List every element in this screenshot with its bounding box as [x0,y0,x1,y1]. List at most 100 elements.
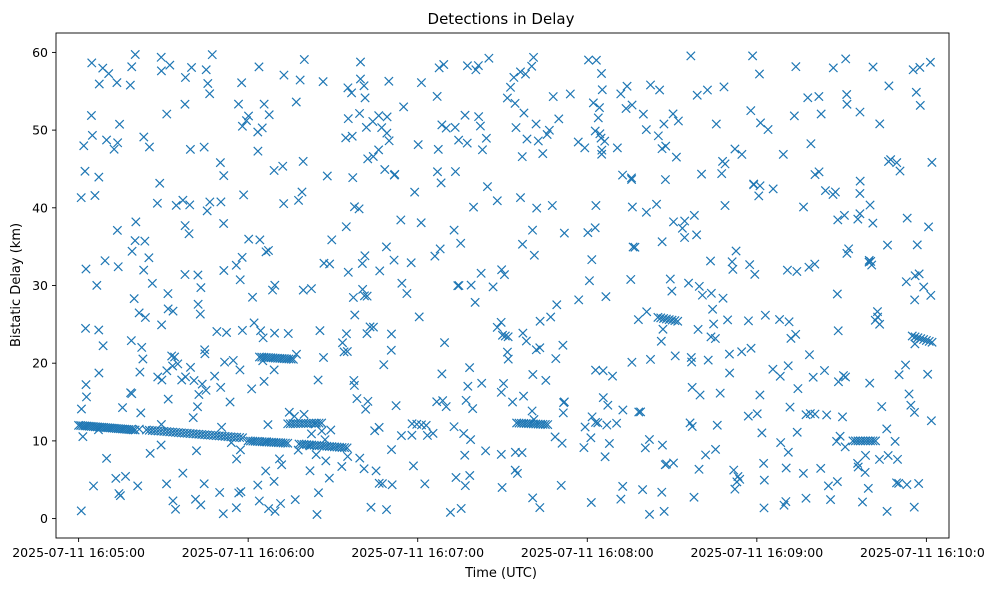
detection-marker [216,197,226,207]
detection-marker [548,91,558,102]
detection-marker [100,256,110,266]
detection-marker [746,106,756,116]
detection-marker [867,260,877,270]
detection-marker [683,278,694,288]
detection-marker [641,207,652,217]
detection-marker [145,448,155,459]
detection-marker [244,234,254,244]
detection-marker [94,79,104,89]
detection-marker [653,131,663,141]
detection-marker [312,509,322,520]
detection-marker [755,118,766,128]
detection-marker [433,144,443,155]
detection-marker [219,171,229,181]
detection-marker [644,509,655,520]
detection-marker [180,269,190,280]
detection-marker [422,430,433,441]
detection-marker [274,454,285,464]
detection-marker [816,463,826,474]
detection-marker [359,464,369,474]
detection-marker [205,197,215,207]
detection-marker [153,372,163,382]
detection-marker [839,210,850,221]
detection-marker [162,366,172,376]
detection-marker [706,288,716,298]
detection-marker [305,441,315,451]
detection-marker [460,450,470,460]
detection-marker [546,312,556,322]
detection-marker [101,135,112,145]
detection-marker [191,446,202,456]
detection-marker [359,291,370,301]
detection-marker [193,299,203,309]
detection-marker [283,438,293,448]
detection-marker [347,131,357,141]
detection-marker [362,329,372,339]
detection-marker [194,389,204,400]
detection-marker [551,353,561,364]
detection-marker [437,120,447,130]
detection-marker [791,62,801,72]
detection-marker [912,240,922,250]
detection-marker [420,479,430,489]
detection-marker [607,371,618,381]
detection-marker [193,270,203,280]
detection-marker [337,461,347,472]
detection-marker [743,316,754,326]
detection-marker [231,454,242,464]
detection-marker [381,242,392,252]
detection-marker [155,178,165,188]
detection-marker [595,129,605,139]
detection-marker [792,266,802,277]
detection-marker [339,443,350,453]
detection-marker [641,124,651,135]
detection-marker [711,119,721,129]
detection-marker [763,124,773,135]
detection-marker [656,313,666,323]
detection-marker [789,111,799,121]
detection-marker [520,69,531,79]
detection-marker [131,217,141,227]
detection-marker [497,482,507,493]
detection-marker [235,275,245,285]
detection-marker [449,225,459,235]
detection-marker [602,420,612,430]
detection-marker [120,471,131,481]
detection-marker [126,335,136,346]
detection-marker [261,247,271,257]
detection-marker [779,500,789,510]
detection-marker [822,410,832,420]
detection-marker [138,354,148,364]
detection-marker [348,292,359,303]
detection-marker [386,329,397,339]
detection-marker [439,338,450,348]
detection-marker [492,196,502,206]
detection-marker [616,89,626,99]
detection-marker [243,111,254,121]
detection-marker [694,281,704,291]
detection-marker [518,328,528,338]
detection-marker [894,478,904,489]
detection-marker [590,223,600,233]
detection-marker [216,382,226,393]
detection-marker [355,74,366,84]
detection-marker [591,55,602,65]
x-tick-label: 2025-07-11 16:10:00 [860,545,984,560]
detection-marker [500,331,510,341]
detection-marker [76,506,86,516]
detection-marker [277,460,287,470]
detection-marker [806,139,816,149]
detection-marker [689,492,699,502]
detection-marker [185,200,195,210]
detection-marker [98,341,108,351]
detection-marker [192,402,203,412]
detection-marker [137,342,147,353]
detection-marker [768,184,778,194]
detection-marker [915,62,925,72]
detection-marker [352,393,362,404]
plot-frame [55,32,950,539]
detection-marker [543,419,553,430]
detection-marker [156,66,167,76]
detection-marker [828,63,838,73]
detection-marker [588,98,598,108]
